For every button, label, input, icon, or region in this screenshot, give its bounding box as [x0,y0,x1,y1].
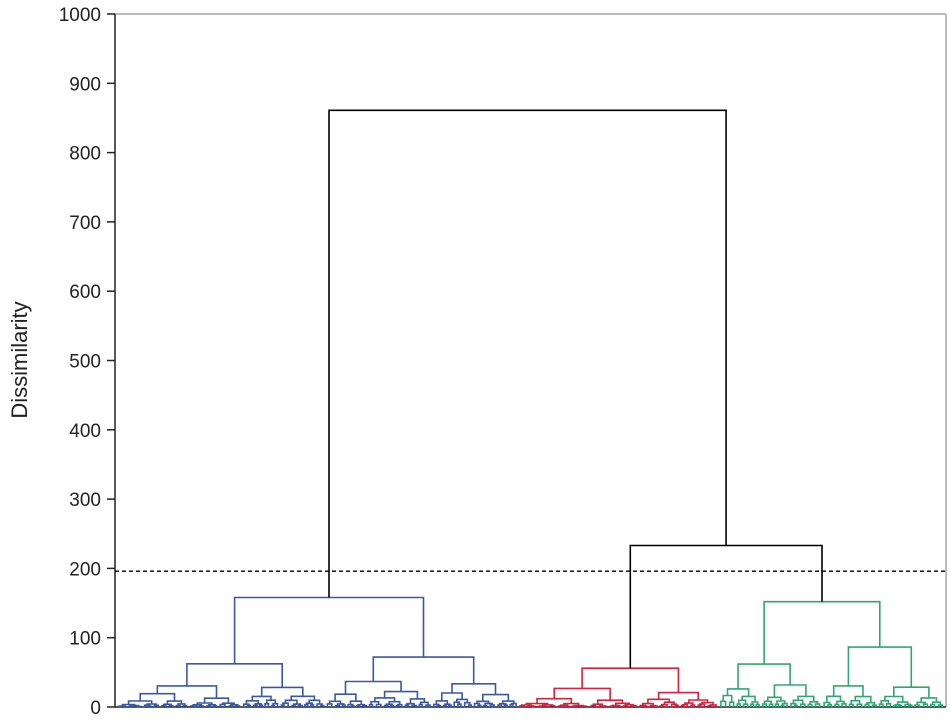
cluster-link [156,685,218,699]
y-tick-label: 200 [69,559,101,580]
cluster-link [260,686,304,697]
top-merge-link [629,544,823,669]
plot-frame [115,13,947,707]
cluster-link [334,693,357,702]
cluster-link [233,596,425,664]
cluster-link [609,705,616,707]
y-tick-label: 700 [69,213,101,234]
cluster-link [135,705,142,708]
y-tick-label: 300 [69,490,101,511]
cluster-link [559,704,569,706]
cluster-link [854,695,872,703]
dendrogram-links [117,109,944,708]
cluster-link [571,705,577,707]
y-tick-label: 900 [69,74,101,95]
cluster-link [847,646,913,688]
cluster-link [573,704,584,707]
cluster-link [139,692,176,702]
cluster-link [773,684,807,698]
cluster-link [741,695,756,702]
y-tick-label: 400 [69,421,101,442]
cluster-link [832,685,864,697]
cluster-link [130,704,140,707]
y-tick-label: 500 [69,352,101,373]
y-tick-label: 100 [69,629,101,650]
y-axis-label: Dissimilarity [7,301,32,418]
cluster-link [147,705,152,707]
cluster-link [611,704,620,707]
y-tick-label: 600 [69,282,101,303]
cluster-link [372,656,475,684]
y-tick-label: 800 [69,144,101,165]
cluster-link [720,700,727,707]
cluster-link [763,600,881,665]
y-axis: 0 100 200 300 400 500 600 700 800 900 1000 [59,5,946,719]
cluster-link [186,663,283,688]
top-merge-link [328,109,727,598]
cluster-link [482,693,510,702]
y-tick-label: 0 [90,698,101,719]
y-tick-label: 1000 [59,5,101,26]
cluster-link [521,704,532,706]
